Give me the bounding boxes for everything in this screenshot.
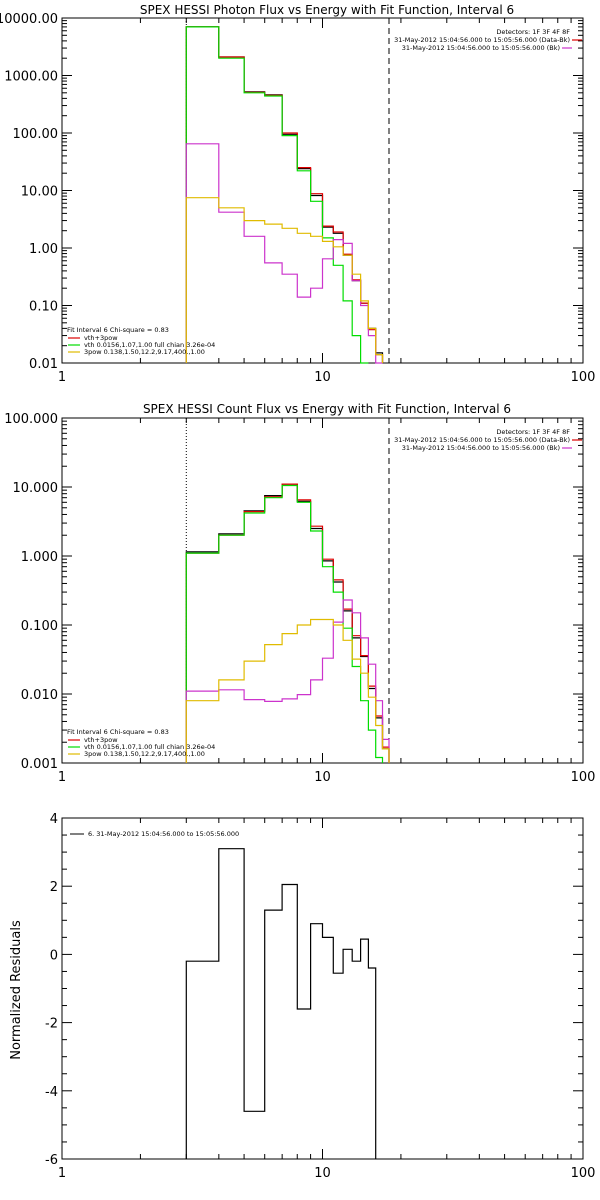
photon-flux-x-tick-label: 1 bbox=[58, 370, 66, 385]
count-flux-frame bbox=[61, 417, 584, 764]
residuals-x-tick-label: 1 bbox=[58, 1166, 66, 1181]
photon-flux-x-tick-label: 10 bbox=[314, 370, 331, 385]
residuals-y-tick-label: -4 bbox=[45, 1085, 58, 1100]
pow-fit-label: 3pow 0.138,1.50,12.2,9.17,400.,1.00 bbox=[84, 348, 205, 356]
photon-flux-y-tick-label: 0.10 bbox=[29, 300, 58, 315]
residuals-y-tick-label: 4 bbox=[50, 812, 58, 827]
count-flux-x-tick-label: 10 bbox=[314, 770, 331, 785]
photon-flux-title: SPEX HESSI Photon Flux vs Energy with Fi… bbox=[140, 3, 514, 17]
residuals-y-tick-label: 0 bbox=[50, 948, 58, 963]
count-flux-panel: SPEX HESSI Count Flux vs Energy with Fit… bbox=[4, 402, 595, 785]
photon-flux-yellow-series-line bbox=[185, 197, 384, 363]
vth-fit-label: vth 0.0156,1.07,1.00 full chian 3.26e-04 bbox=[84, 743, 215, 751]
photon-flux-magenta-series-line bbox=[185, 143, 383, 364]
pow-fit-label: 3pow 0.138,1.50,12.2,9.17,400.,1.00 bbox=[84, 750, 205, 758]
detectors-label: Detectors: 1F 3F 4F 8F bbox=[496, 428, 570, 436]
photon-flux-panel: SPEX HESSI Photon Flux vs Energy with Fi… bbox=[0, 3, 595, 385]
count-flux-magenta-series-line bbox=[185, 599, 390, 763]
count-flux-y-tick-label: 100.000 bbox=[4, 412, 58, 427]
count-flux-yellow-series-line bbox=[185, 618, 390, 763]
count-flux-red-series-line bbox=[185, 483, 390, 763]
residuals-y-tick-label: 2 bbox=[50, 880, 58, 895]
residuals-panel: 1 10 100 -6 -4 -2 0 2 4 Normalized Residuals 6. … bbox=[9, 812, 595, 1181]
count-flux-y-tick-label: 0.010 bbox=[21, 688, 58, 703]
count-flux-x-tick-label: 1 bbox=[58, 770, 66, 785]
photon-flux-y-tick-label: 1.00 bbox=[29, 242, 58, 257]
residuals-x-tick-label: 100 bbox=[571, 1166, 596, 1181]
vth-fit-label: vth 0.0156,1.07,1.00 full chian 3.26e-04 bbox=[84, 341, 215, 349]
fit-interval-label: Fit Interval 6 Chi-square = 0.83 bbox=[67, 728, 169, 736]
photon-flux-marks: 1 10 100 0.01 0.10 1.00 10.00 100.00 1000.00 1000… bbox=[0, 12, 595, 385]
count-flux-y-tick-label: 0.001 bbox=[21, 757, 58, 772]
bk-legend-label: 31-May-2012 15:04:56.000 to 15:05:56.000… bbox=[402, 44, 560, 52]
count-flux-x-tick-label: 100 bbox=[571, 770, 596, 785]
data-bk-legend-label: 31-May-2012 15:04:56.000 to 15:05:56.000… bbox=[394, 436, 570, 444]
residuals-marks: 1 10 100 -6 -4 -2 0 2 4 bbox=[45, 812, 595, 1181]
photon-flux-legend: Detectors: 1F 3F 4F 8F 31-May-2012 15:04… bbox=[67, 28, 582, 356]
data-bk-legend-label: 31-May-2012 15:04:56.000 to 15:05:56.000… bbox=[394, 36, 570, 44]
residuals-legend-label: 6. 31-May-2012 15:04:56.000 to 15:05:56.… bbox=[88, 830, 239, 838]
residuals-y-tick-label: -6 bbox=[45, 1153, 58, 1168]
total-fit-label: vth+3pow bbox=[84, 334, 118, 342]
residuals-frame bbox=[61, 817, 584, 1160]
residuals-y-tick-label: -2 bbox=[45, 1017, 58, 1032]
count-flux-y-tick-label: 0.100 bbox=[21, 619, 58, 634]
count-flux-green-series-line bbox=[185, 484, 384, 763]
count-flux-y-tick-label: 10.000 bbox=[13, 481, 59, 496]
residuals-y-axis-label: Normalized Residuals bbox=[9, 920, 24, 1060]
photon-flux-y-tick-label: 10.00 bbox=[21, 185, 58, 200]
photon-flux-black-series-line bbox=[185, 26, 384, 363]
photon-flux-frame bbox=[61, 17, 584, 364]
residuals-black-series-line bbox=[185, 848, 377, 1159]
bk-legend-label: 31-May-2012 15:04:56.000 to 15:05:56.000… bbox=[402, 444, 560, 452]
count-flux-black-series-line bbox=[185, 483, 390, 763]
count-flux-legend: Detectors: 1F 3F 4F 8F 31-May-2012 15:04… bbox=[67, 428, 582, 758]
photon-flux-red-series-line bbox=[185, 26, 384, 363]
fit-interval-label: Fit Interval 6 Chi-square = 0.83 bbox=[67, 326, 169, 334]
photon-flux-y-tick-label: 1000.00 bbox=[4, 70, 58, 85]
photon-flux-y-tick-label: 0.01 bbox=[29, 357, 58, 372]
total-fit-label: vth+3pow bbox=[84, 736, 118, 744]
count-flux-y-tick-label: 1.000 bbox=[21, 550, 58, 565]
detectors-label: Detectors: 1F 3F 4F 8F bbox=[496, 28, 570, 36]
photon-flux-x-tick-label: 100 bbox=[571, 370, 596, 385]
residuals-x-tick-label: 10 bbox=[314, 1166, 331, 1181]
photon-flux-y-tick-label: 100.00 bbox=[13, 127, 59, 142]
photon-flux-y-tick-label: 10000.00 bbox=[0, 12, 58, 27]
count-flux-marks: 1 10 100 0.001 0.010 0.100 1.000 10.000 100.000 bbox=[4, 412, 595, 785]
count-flux-title: SPEX HESSI Count Flux vs Energy with Fit… bbox=[143, 402, 511, 416]
photon-flux-green-series-line bbox=[185, 26, 369, 364]
